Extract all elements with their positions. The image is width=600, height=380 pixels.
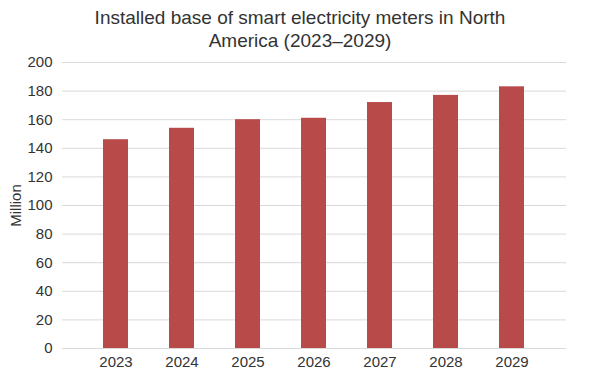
svg-text:2023: 2023: [99, 353, 132, 370]
svg-text:100: 100: [27, 196, 52, 213]
svg-text:40: 40: [36, 282, 53, 299]
svg-text:2024: 2024: [165, 353, 198, 370]
svg-text:180: 180: [27, 82, 52, 99]
svg-text:140: 140: [27, 139, 52, 156]
svg-text:2026: 2026: [297, 353, 330, 370]
svg-text:60: 60: [36, 254, 53, 271]
svg-text:2027: 2027: [363, 353, 396, 370]
svg-text:120: 120: [27, 168, 52, 185]
svg-text:160: 160: [27, 111, 52, 128]
svg-text:2029: 2029: [495, 353, 528, 370]
svg-text:0: 0: [44, 339, 52, 356]
html-text:Installed base of smart electr: Installed base of smart electricity mete…: [94, 7, 506, 51]
svg-text:80: 80: [36, 225, 53, 242]
svg-text:200: 200: [27, 53, 52, 70]
svg-text:2025: 2025: [231, 353, 264, 370]
svg-text:Million: Million: [7, 184, 24, 227]
svg-text:20: 20: [36, 311, 53, 328]
svg-text:2028: 2028: [429, 353, 462, 370]
